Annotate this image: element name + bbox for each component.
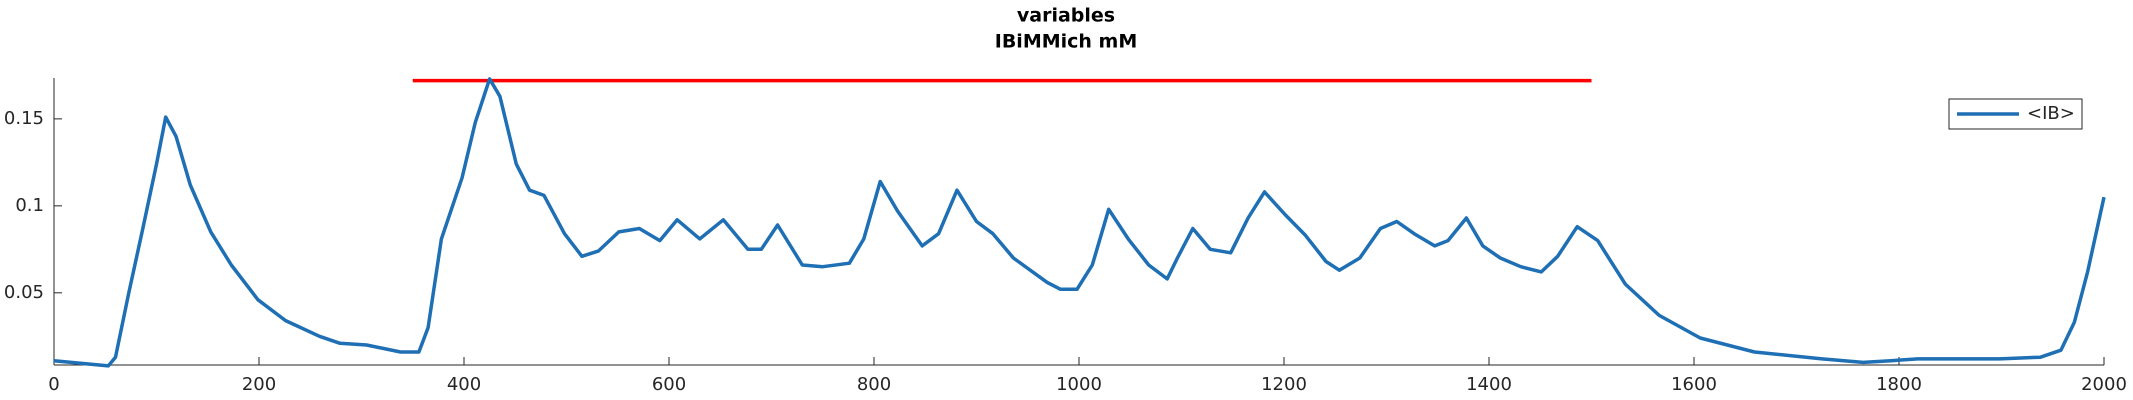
y-tick-label: 0.05 [4,282,44,303]
chart-subtitle: IBiMMich mM [995,31,1138,53]
data-line [53,77,2106,368]
x-tick-label: 200 [242,374,276,395]
x-tick-label: 600 [652,374,686,395]
x-tick-label: 400 [447,374,481,395]
y-tick-label: 0.15 [4,108,44,129]
x-tick-label: 800 [857,374,891,395]
x-tick-label: 2000 [2081,374,2127,395]
x-tick-label: 1000 [1056,374,1102,395]
legend-label: <IB> [2027,103,2075,124]
y-tick-label: 0.1 [15,195,44,216]
chart-title: variables [1017,5,1115,27]
x-tick-label: 1600 [1671,374,1717,395]
x-tick-label: 0 [48,374,59,395]
x-tick-label: 1200 [1261,374,1307,395]
x-tick-label: 1400 [1466,374,1512,395]
x-tick-label: 1800 [1876,374,1922,395]
